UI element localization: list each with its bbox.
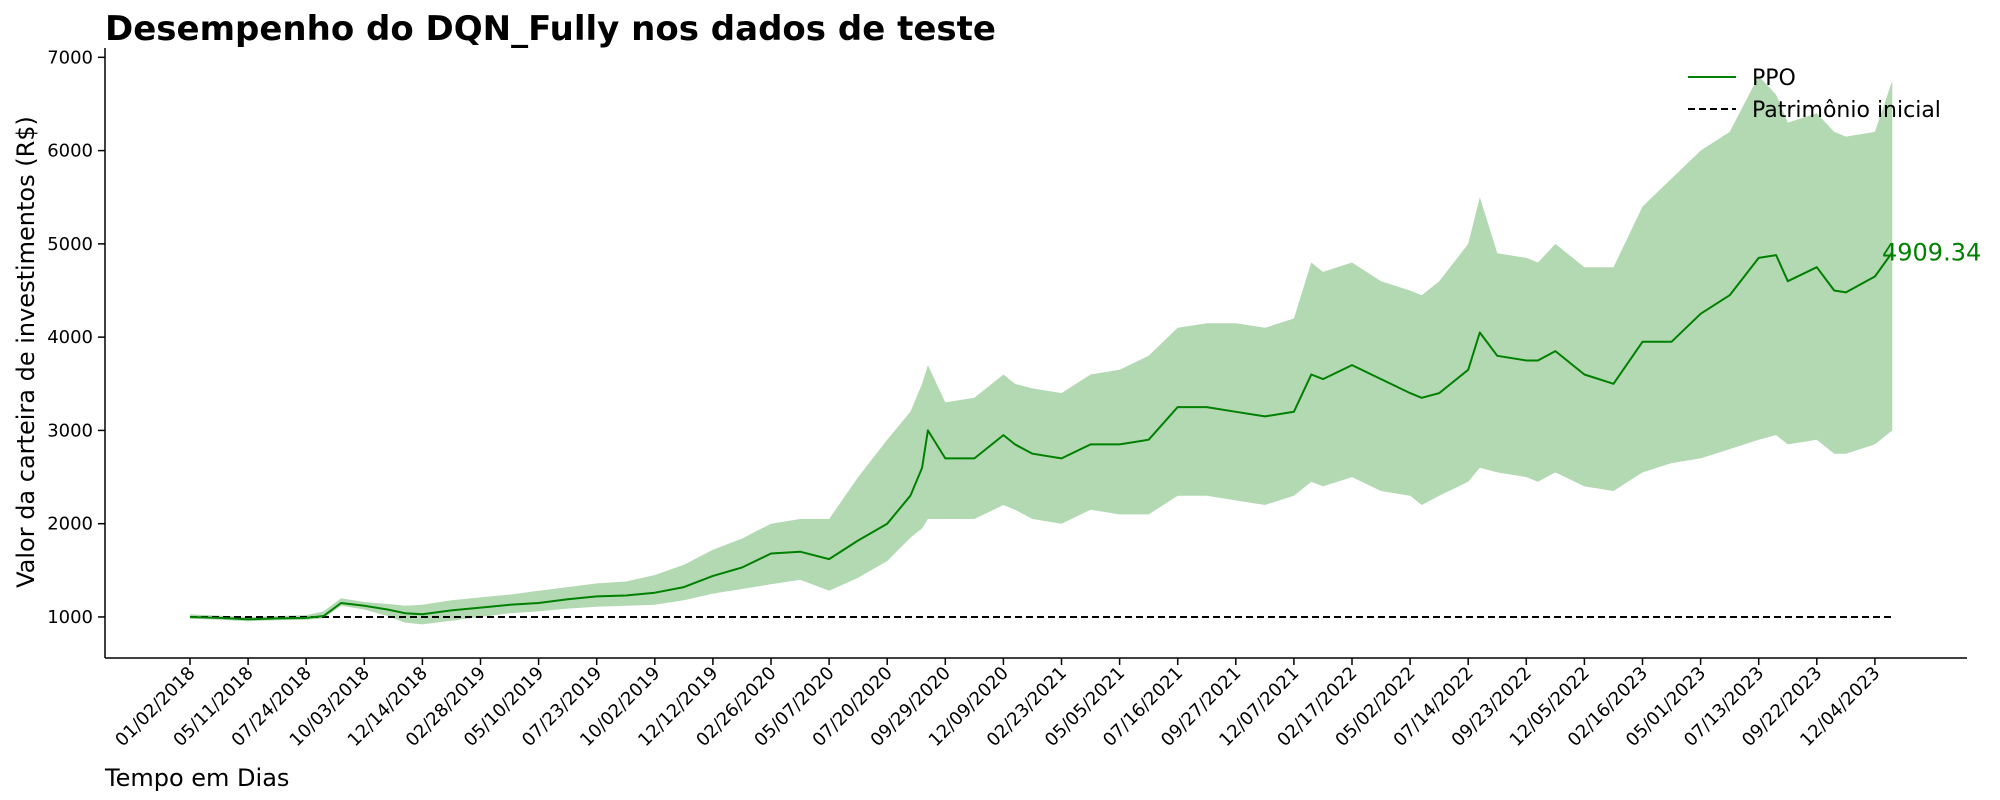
y-tick-label: 2000 <box>47 514 93 535</box>
y-tick-label: 5000 <box>47 234 93 255</box>
ppo-series-line <box>189 251 1894 621</box>
legend: PPO Patrimônio inicial <box>1688 66 1941 123</box>
y-tick-label: 7000 <box>47 47 93 68</box>
ppo-confidence-band <box>190 76 1893 625</box>
y-tick-label: 6000 <box>47 141 93 162</box>
x-axis-ticks: 01/02/201805/11/201807/24/201810/03/2018… <box>111 658 1884 751</box>
x-axis-label: Tempo em Dias <box>104 764 289 792</box>
y-tick-label: 3000 <box>47 420 93 441</box>
y-tick-label: 1000 <box>47 607 93 628</box>
plot-area <box>189 76 1894 625</box>
legend-baseline-label: Patrimônio inicial <box>1752 98 1941 123</box>
final-value-label: 4909.34 <box>1882 238 1981 266</box>
y-tick-label: 4000 <box>47 327 93 348</box>
chart-title: Desempenho do DQN_Fully nos dados de tes… <box>105 9 996 49</box>
y-axis-ticks: 1000 2000 3000 4000 5000 6000 7000 <box>47 47 105 628</box>
legend-ppo-label: PPO <box>1752 66 1796 91</box>
y-axis-label: Valor da carteira de investimentos (R$) <box>12 116 40 588</box>
